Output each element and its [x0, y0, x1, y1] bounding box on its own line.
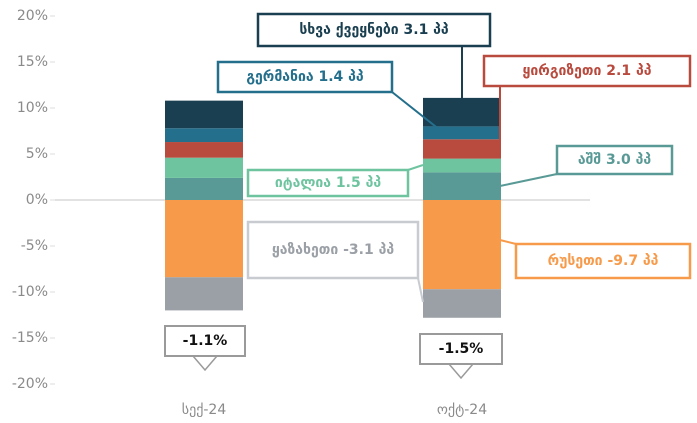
data-label: აშშ 3.0 პპ: [578, 152, 652, 168]
bar-segment: [423, 200, 501, 290]
bar-segment: [165, 100, 243, 129]
total-pointer: [448, 363, 474, 380]
callout-pointer: [417, 277, 424, 303]
bar-segment: [423, 289, 501, 318]
y-tick-label: 15%: [17, 54, 48, 70]
total-label: -1.1%: [183, 333, 228, 349]
callout-pointer: [499, 239, 517, 245]
callout-box: [246, 168, 410, 198]
x-tick-label: ოქტ-24: [437, 402, 487, 418]
total-pointer: [192, 355, 218, 372]
callout-box: [482, 54, 692, 88]
data-label: ყირგიზეთი 2.1 პპ: [523, 63, 652, 79]
callout-pointer: [499, 173, 558, 187]
bar-segment: [423, 172, 501, 200]
data-label: რუსეთი -9.7 პპ: [548, 253, 659, 269]
bar-segment: [165, 128, 243, 143]
bar-segment: [423, 97, 501, 127]
total-box: [419, 333, 503, 365]
y-tick-label: -20%: [12, 376, 48, 392]
total-box: [164, 325, 246, 357]
data-label: იტალია 1.5 პპ: [275, 175, 381, 191]
x-tick-label: სექ-24: [182, 402, 227, 418]
callout-box: [256, 12, 492, 48]
bar-segment: [165, 142, 243, 158]
callout-box: [246, 220, 420, 280]
bar-segment: [423, 158, 501, 173]
y-tick-label: 0%: [26, 192, 48, 208]
callout-box: [216, 60, 394, 94]
data-label: ყაზახეთი -3.1 პპ: [272, 242, 394, 258]
y-tick-label: 5%: [26, 146, 48, 162]
bar-segment: [165, 277, 243, 311]
bar-segment: [165, 200, 243, 278]
data-label: სხვა ქვეყნები 3.1 პპ: [299, 22, 449, 38]
bar-segment: [423, 126, 501, 140]
callout-box: [514, 242, 692, 280]
y-tick-label: -5%: [21, 238, 48, 254]
bar-segment: [165, 157, 243, 178]
y-tick-label: -10%: [12, 284, 48, 300]
callout-pointer: [391, 91, 441, 131]
callout-box: [555, 144, 674, 176]
total-label: -1.5%: [439, 341, 484, 357]
y-tick-label: 10%: [17, 100, 48, 116]
callout-pointer: [407, 164, 424, 171]
data-label: გერმანია 1.4 პპ: [246, 69, 364, 85]
bar-segment: [423, 139, 501, 159]
bar-segment: [165, 177, 243, 200]
y-tick-label: 20%: [17, 8, 48, 24]
y-tick-label: -15%: [12, 330, 48, 346]
